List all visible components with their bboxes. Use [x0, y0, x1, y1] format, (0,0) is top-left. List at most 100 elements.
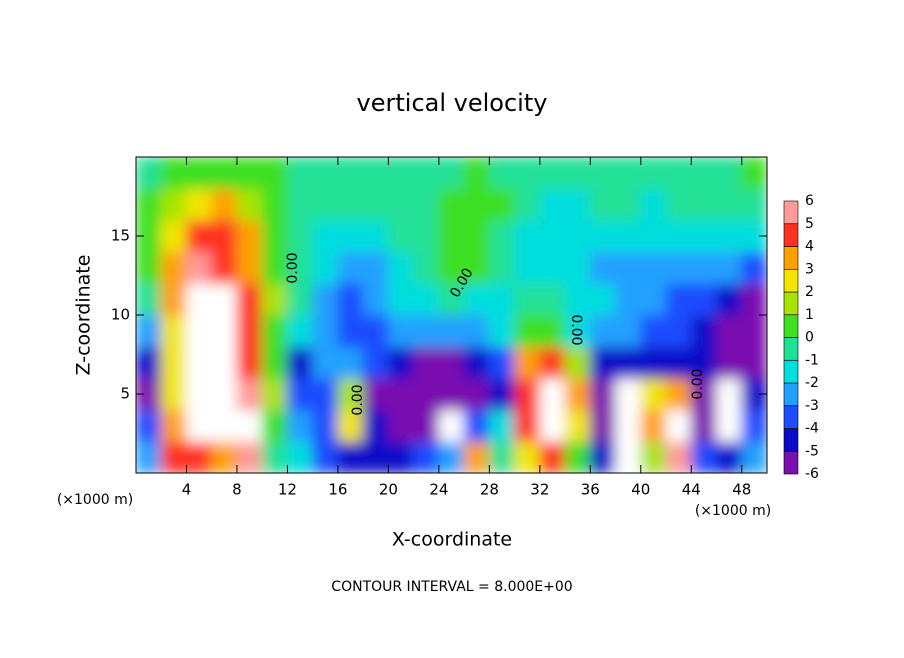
y-tick-label: 10 — [111, 306, 130, 324]
field-cell — [413, 409, 440, 442]
field-cell — [665, 440, 692, 473]
x-tick-label: 24 — [429, 481, 448, 499]
colorbar-box — [783, 223, 799, 247]
field-cell — [337, 219, 364, 253]
field-cell — [589, 251, 617, 284]
field-cell — [665, 282, 692, 316]
field-cell — [312, 409, 339, 442]
field-cell — [185, 282, 213, 316]
field-cell — [312, 251, 339, 284]
field-cell — [211, 409, 238, 442]
field-cell — [136, 440, 162, 473]
contour-label: 0.00 — [690, 368, 706, 399]
field-cell — [716, 251, 743, 284]
field-cell — [514, 314, 541, 348]
colorbar-box — [783, 200, 799, 225]
field-cell — [741, 157, 767, 190]
field-cell — [589, 282, 617, 316]
field-cell — [236, 188, 263, 221]
field-cell — [564, 219, 591, 253]
field-cell — [690, 282, 718, 316]
field-cell — [413, 282, 440, 316]
field-cell — [539, 346, 566, 379]
field-cell — [413, 251, 440, 284]
field-cell — [387, 157, 415, 190]
field-cell — [488, 157, 516, 190]
x-tick-label: 12 — [278, 481, 297, 499]
field-cell — [615, 251, 642, 284]
field-cell — [463, 157, 490, 190]
contour-label: 0.00 — [568, 314, 584, 345]
field-cell — [463, 188, 490, 221]
field-cell — [589, 409, 617, 442]
field-cell — [716, 440, 743, 473]
field-cell — [387, 377, 415, 411]
x-tick-label: 28 — [480, 481, 499, 499]
field-cell — [615, 282, 642, 316]
field-cell — [514, 188, 541, 221]
field-cell — [514, 157, 541, 190]
field-cell — [690, 440, 718, 473]
field-cell — [488, 188, 516, 221]
field-cell — [665, 377, 692, 411]
x-tick-label: 40 — [631, 481, 650, 499]
field-cell — [211, 377, 238, 411]
field-cell — [362, 219, 389, 253]
field-cell — [337, 440, 364, 473]
field-cell — [236, 440, 263, 473]
field-cell — [312, 346, 339, 379]
field-cell — [160, 409, 187, 442]
field-cell — [640, 219, 667, 253]
field-cell — [185, 188, 213, 221]
field-cell — [690, 251, 718, 284]
field-cell — [716, 314, 743, 348]
field-cell — [539, 251, 566, 284]
field-cell — [185, 377, 213, 411]
field-cell — [539, 377, 566, 411]
field-cell — [463, 314, 490, 348]
field-cell — [261, 377, 288, 411]
field-cell — [716, 219, 743, 253]
colorbar-box — [783, 291, 799, 316]
colorbar-label: 1 — [805, 307, 814, 323]
field-cell — [488, 346, 516, 379]
field-cell — [185, 157, 213, 190]
field-cell — [362, 157, 389, 190]
field-cell — [539, 219, 566, 253]
x-tick-label: 36 — [581, 481, 600, 499]
colorbar-box — [783, 405, 799, 429]
field-cell — [741, 346, 767, 379]
x-axis-title: X-coordinate — [392, 529, 512, 551]
field-cell — [211, 314, 238, 348]
field-cell — [615, 314, 642, 348]
field-cell — [160, 440, 187, 473]
field-cell — [615, 409, 642, 442]
field-cell — [564, 282, 591, 316]
field-cell — [589, 346, 617, 379]
field-cell — [665, 188, 692, 221]
field-cell — [211, 346, 238, 379]
field-cell — [286, 282, 314, 316]
field-cell — [337, 188, 364, 221]
field-cell — [514, 219, 541, 253]
field-cell — [160, 219, 187, 253]
field-cell — [564, 377, 591, 411]
chart-title: vertical velocity — [357, 89, 548, 117]
field-cell — [564, 314, 591, 348]
field-cell — [640, 346, 667, 379]
colorbar-label: 2 — [805, 284, 814, 300]
field-cell — [589, 377, 617, 411]
field-cell — [261, 282, 288, 316]
field-cell — [438, 157, 465, 190]
field — [136, 157, 767, 473]
x-unit-label: (×1000 m) — [695, 503, 771, 519]
field-cell — [236, 157, 263, 190]
field-cell — [690, 314, 718, 348]
field-cell — [312, 314, 339, 348]
field-cell — [185, 346, 213, 379]
field-cell — [539, 188, 566, 221]
field-cell — [312, 440, 339, 473]
field-cell — [741, 251, 767, 284]
colorbar-box — [783, 359, 799, 384]
field-cell — [387, 188, 415, 221]
